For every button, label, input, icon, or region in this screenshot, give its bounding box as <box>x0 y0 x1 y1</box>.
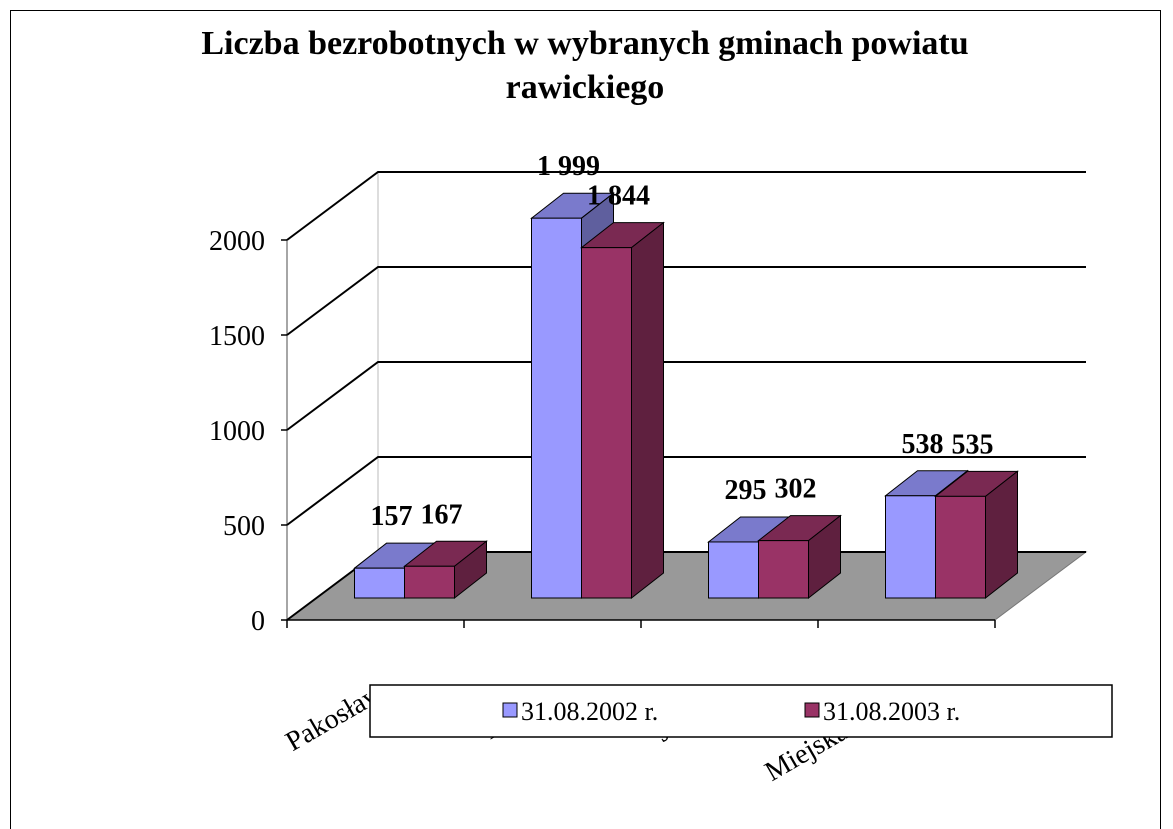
chart-frame <box>10 10 1161 829</box>
bar <box>354 567 405 599</box>
legend-label: 31.08.2002 r. <box>521 697 658 726</box>
y-tick-label: 500 <box>223 511 265 542</box>
y-tick-label: 2000 <box>209 226 265 257</box>
grid-line <box>286 171 1086 241</box>
value-label: 1 844 <box>587 181 650 212</box>
bar <box>885 495 936 599</box>
bar <box>708 541 759 599</box>
value-label: 302 <box>775 474 817 505</box>
value-label: 538 <box>902 429 944 460</box>
bar <box>758 540 809 599</box>
value-label: 157 <box>371 501 413 532</box>
y-tick-label: 1000 <box>209 416 265 447</box>
grid-line <box>286 266 1086 336</box>
value-label: 535 <box>952 429 994 460</box>
value-label: 295 <box>725 475 767 506</box>
y-tick-label: 0 <box>251 606 265 637</box>
chart-title: Liczba bezrobotnych w wybranych gminach … <box>201 25 969 106</box>
bar <box>531 217 582 599</box>
legend-swatch <box>804 702 820 718</box>
bar <box>935 495 986 599</box>
bar-side <box>631 221 664 600</box>
grid-line <box>286 361 1086 431</box>
value-label: 167 <box>421 499 463 530</box>
bar <box>404 565 455 599</box>
value-label: 1 999 <box>537 151 600 182</box>
grid-line <box>286 456 1086 526</box>
legend-box <box>369 684 1113 738</box>
bar <box>581 247 632 599</box>
legend-swatch <box>502 702 518 718</box>
legend-label: 31.08.2003 r. <box>823 697 960 726</box>
y-tick-label: 1500 <box>209 321 265 352</box>
